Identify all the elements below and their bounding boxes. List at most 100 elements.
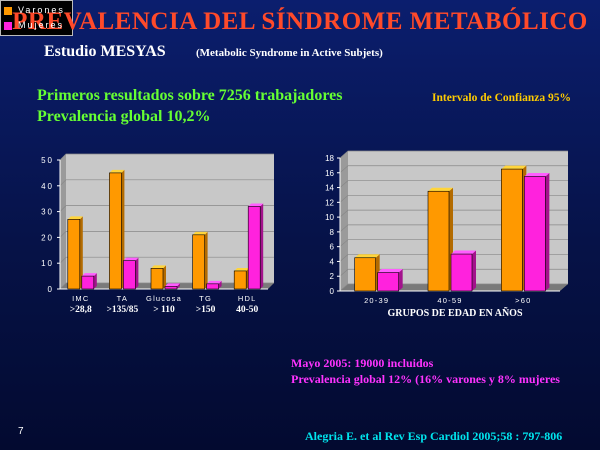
gridline [339,254,568,262]
bar-side [204,231,208,289]
gridline [339,224,568,233]
x-category-label: 20-39 [364,296,389,305]
y-tick-label: 16 [325,169,334,178]
bar-side [177,283,180,289]
y-tick-label: 0 [330,287,335,296]
bar-men [192,231,208,290]
bar-face [427,190,450,292]
bar-top [109,169,125,173]
gridline [339,165,568,174]
bar-face [354,257,376,292]
bar-side [545,172,550,291]
bar-top [377,269,403,273]
gridline [339,150,568,159]
bar-side [135,257,139,289]
bar-face [67,219,81,290]
x-category-label: HDL [238,294,257,303]
bar-face [150,268,164,290]
y-tick-label: 14 [325,184,334,193]
may-2005-note: Mayo 2005: 19000 incluidos [291,356,434,370]
bar-side [260,203,264,289]
x-category-sublabel: >150 [196,305,216,315]
bar-face [192,234,205,290]
bar-top [123,257,139,261]
bar-side [121,169,125,289]
chart-legend: Varones Mujeres [0,0,73,36]
bar-top [165,283,180,287]
bar-top [524,172,550,177]
bar-top [248,203,264,207]
y-tick-label: 12 [325,198,334,207]
y-tick-label: 40 [41,182,54,191]
bar-men [427,187,453,292]
confidence-interval-label: Intervalo de Confianza 95% [432,92,571,104]
bar-top [234,267,250,271]
bar-men [109,169,125,290]
bar-face [377,272,399,292]
bar-face [501,168,523,292]
bar-face [450,253,473,292]
y-tick-label: 10 [41,259,54,268]
bar-men [150,265,166,290]
y-tick-label: 50 [41,156,54,165]
gridline [339,180,568,188]
bar-women [123,257,139,290]
plot-side-wall [60,154,66,289]
gridline [339,283,568,292]
citation: Alegria E. et al Rev Esp Cardiol 2005;58… [305,429,563,443]
bar-face [206,283,219,290]
bar-women [81,273,97,290]
bar-top [501,165,527,170]
bar-side [93,273,97,289]
y-tick-label: 30 [41,208,54,217]
x-category-label: IMC [72,294,89,303]
x-category-sublabel: >135/85 [106,305,138,315]
global-prevalence-text: Prevalencia global 10,2% [37,108,211,125]
bar-top [428,187,453,192]
gridline [339,268,568,277]
bar-men [233,267,250,290]
bar-side [163,265,166,289]
page-number: 7 [18,426,24,437]
x-category-label: TG [199,294,212,303]
y-tick-label: 8 [330,228,335,237]
x-category-sublabel: > 110 [153,305,175,315]
gridline [59,153,274,161]
bar-side [79,216,83,289]
bar-women [206,280,222,290]
bar-face [81,275,95,290]
legend-swatch-men [4,7,12,15]
x-axis-title: GRUPOS DE EDAD EN AÑOS [387,307,522,319]
bar-men [354,254,380,292]
bar-top [354,254,380,258]
x-category-sublabel: >28,8 [70,305,92,315]
prevalence-2005-note: Prevalencia global 12% (16% varones y 8%… [291,372,560,386]
bar-men [67,216,83,290]
x-category-label: Glucosa [146,294,182,303]
bar-women [164,283,180,290]
bar-face [164,286,178,290]
bar-side [398,269,403,291]
bar-top [151,265,166,269]
bar-top [81,273,97,277]
bar-face [524,176,546,292]
bar-face [123,260,136,290]
study-subtitle: (Metabolic Syndrome in Active Subjets) [196,47,383,59]
bar-women [247,203,264,290]
slide-title: PREVALENCIA DEL SÍNDROME METABÓLICO [12,8,588,35]
y-tick-label: 18 [325,154,334,163]
gridline [59,179,274,187]
bar-top [67,216,83,220]
first-results-text: Primeros resultados sobre 7256 trabajado… [37,87,343,104]
y-tick-label: 4 [330,257,335,266]
gridline [59,205,274,212]
legend-label-women: Mujeres [18,20,65,30]
bar-face [109,172,122,290]
risk-factor-bar-chart: 0 10 20 30 40 50 IMC >28,8 TA >135/85 Glucosa > 110… [41,153,274,315]
age-group-bar-chart: 0 2 4 6 8 10 12 14 16 18 20-39 40-59 >60 GRUPOS DE ED… [325,150,568,319]
bar-men [501,165,527,292]
bar-face [247,206,261,290]
bar-side [218,280,222,289]
x-category-sublabel: 40-50 [236,305,258,315]
y-tick-label: 20 [41,233,54,242]
